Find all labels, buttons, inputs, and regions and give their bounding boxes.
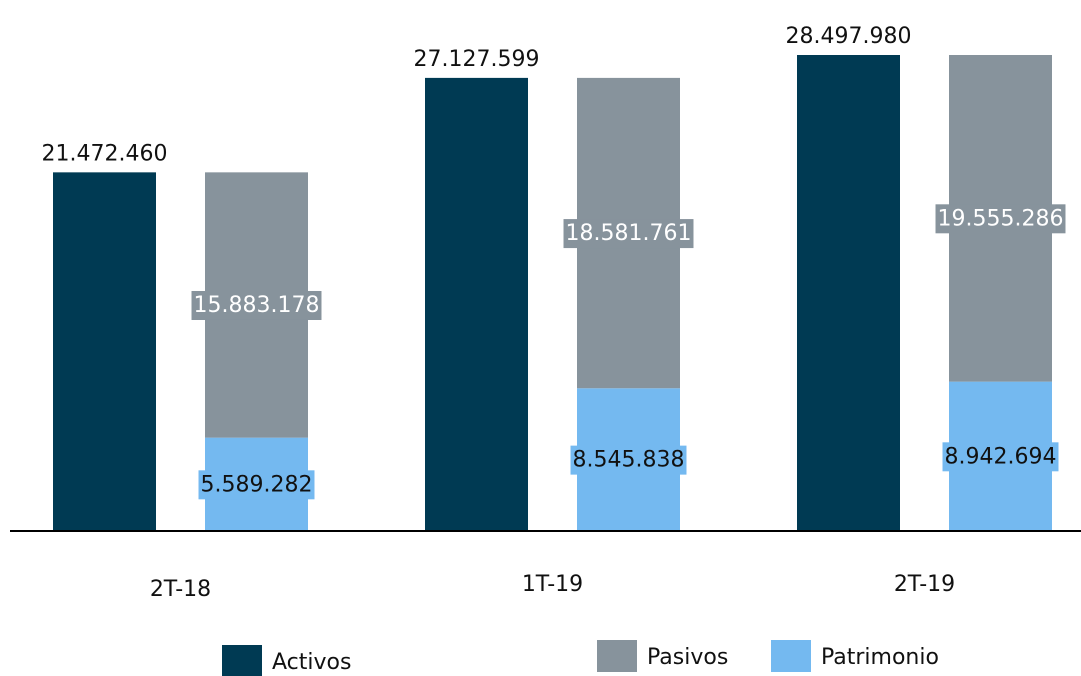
value-label-bg [942, 442, 1059, 472]
legend-swatch [222, 645, 262, 676]
legend-label: Pasivos [647, 645, 728, 670]
value-label: 8.942.694 [945, 444, 1057, 469]
value-label-bg [198, 470, 315, 500]
value-label-bg [191, 290, 322, 320]
value-label: 8.545.838 [573, 448, 685, 473]
bar [797, 55, 900, 531]
x-tick-label: 2T-19 [894, 572, 955, 597]
value-label-bg [935, 204, 1066, 234]
value-label: 28.497.980 [786, 24, 912, 49]
value-label: 15.883.178 [194, 293, 320, 318]
value-label: 21.472.460 [42, 141, 168, 166]
x-tick-label: 1T-19 [522, 572, 583, 597]
value-label-bg [563, 219, 694, 249]
bar [53, 172, 156, 531]
x-tick-label: 2T-18 [150, 577, 211, 602]
value-label: 18.581.761 [566, 221, 692, 246]
value-label: 27.127.599 [414, 47, 540, 72]
legend-label: Activos [272, 650, 351, 675]
bar [425, 77, 528, 531]
value-label: 19.555.286 [938, 206, 1064, 231]
value-label: 5.589.282 [201, 472, 313, 497]
value-label-bg [570, 445, 687, 475]
legend-swatch [771, 640, 811, 672]
legend-label: Patrimonio [821, 645, 939, 670]
legend-swatch [597, 640, 637, 672]
